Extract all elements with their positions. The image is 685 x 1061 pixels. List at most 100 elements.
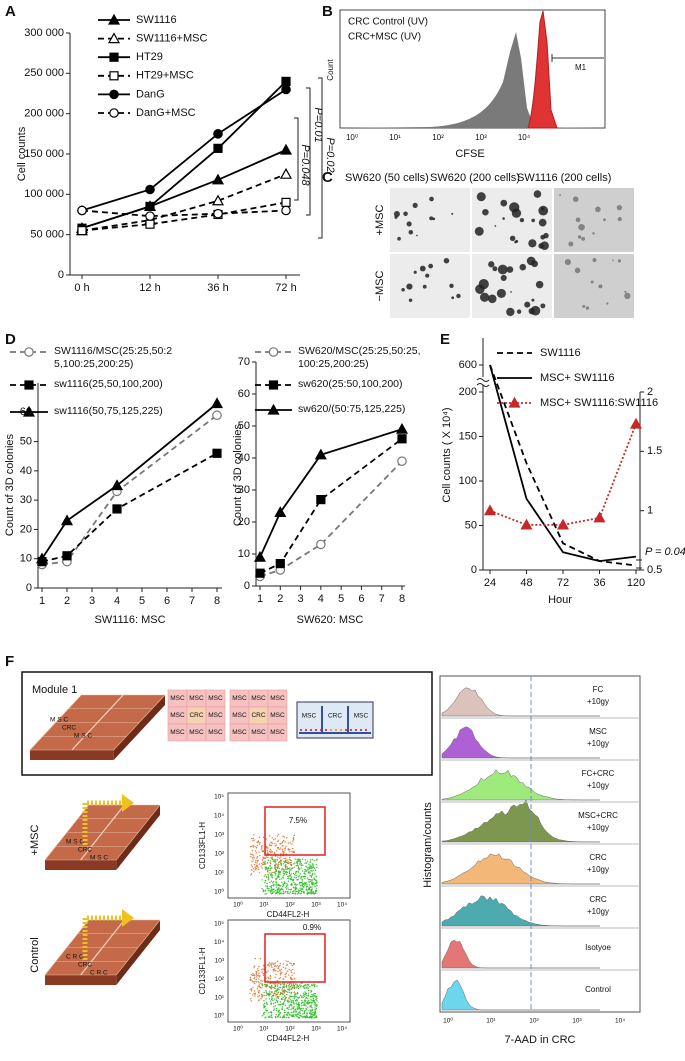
event-dot xyxy=(295,987,298,989)
colony xyxy=(564,259,571,266)
plate-divider xyxy=(80,919,125,976)
event-dot xyxy=(267,976,269,978)
event-dot xyxy=(266,1009,269,1012)
event-dot xyxy=(272,892,274,895)
event-dot xyxy=(316,884,318,887)
event-dot xyxy=(279,976,282,979)
colony xyxy=(592,257,597,263)
event-dot xyxy=(291,850,293,853)
event-dot xyxy=(301,1004,303,1007)
event-dot xyxy=(258,990,260,992)
event-dot xyxy=(308,994,310,997)
event-dot xyxy=(279,1011,281,1013)
event-dot xyxy=(268,998,271,1000)
legend-label-box: sw620(25:50,100,200) xyxy=(298,378,403,390)
dot-plot-frame xyxy=(227,792,351,899)
plate-front xyxy=(45,975,117,985)
event-dot xyxy=(295,999,298,1001)
event-dot xyxy=(297,1008,299,1011)
event-dot xyxy=(276,960,279,963)
bracket xyxy=(306,87,311,216)
event-dot xyxy=(289,868,291,871)
event-dot xyxy=(301,858,304,860)
colony xyxy=(574,267,581,274)
colony xyxy=(429,216,434,221)
bracket xyxy=(294,117,299,201)
y-tick-label: 200 000 xyxy=(24,108,64,120)
event-dot xyxy=(298,890,300,893)
event-dot xyxy=(312,881,314,884)
event-dot xyxy=(278,867,281,870)
event-dot xyxy=(279,892,282,894)
colony xyxy=(515,239,519,243)
event-dot xyxy=(281,845,283,847)
marker xyxy=(593,511,606,523)
event-dot xyxy=(253,839,255,841)
colony xyxy=(497,264,508,275)
grid-cell-label: MSC xyxy=(170,695,185,702)
event-dot xyxy=(273,1008,276,1010)
event-dot xyxy=(299,859,301,861)
colony xyxy=(476,192,486,202)
event-dot xyxy=(254,845,256,848)
event-dot xyxy=(262,890,265,892)
event-dot xyxy=(275,893,277,895)
event-dot xyxy=(283,991,286,993)
event-dot xyxy=(293,997,296,1000)
event-dot xyxy=(268,962,270,964)
y-tick-label: 150 xyxy=(459,430,477,442)
y-tick-label: 0 xyxy=(26,582,32,594)
event-dot xyxy=(263,999,265,1002)
event-dot xyxy=(276,866,279,869)
marker xyxy=(212,410,222,421)
event-dot xyxy=(288,871,291,873)
event-dot xyxy=(274,962,277,964)
event-dot xyxy=(271,837,273,839)
event-dot xyxy=(308,891,310,893)
event-dot xyxy=(311,863,314,865)
event-dot xyxy=(288,877,290,879)
marker xyxy=(397,434,407,444)
event-dot xyxy=(294,1009,296,1011)
event-dot xyxy=(255,981,258,983)
event-dot xyxy=(275,886,278,888)
event-dot xyxy=(276,1000,278,1002)
marker xyxy=(112,504,122,514)
event-dot xyxy=(293,850,295,853)
event-dot xyxy=(258,986,261,988)
event-dot xyxy=(267,847,269,849)
event-dot xyxy=(285,888,288,890)
event-dot xyxy=(261,995,263,997)
grid-cell-label: MSC xyxy=(270,695,285,702)
event-dot xyxy=(290,976,292,978)
y-tick-label: 50 000 xyxy=(30,229,64,241)
event-dot xyxy=(290,969,292,972)
colony xyxy=(492,266,498,272)
event-dot xyxy=(290,978,293,981)
event-dot xyxy=(288,974,290,976)
event-dot xyxy=(307,989,310,992)
event-dot xyxy=(250,874,252,876)
event-dot xyxy=(290,988,293,990)
event-dot xyxy=(266,882,268,885)
event-dot xyxy=(288,875,290,877)
event-dot xyxy=(276,863,278,865)
event-dot xyxy=(257,866,259,869)
event-dot xyxy=(254,850,257,852)
event-dot xyxy=(310,991,312,993)
plate-label: M S C xyxy=(90,855,108,862)
event-dot xyxy=(315,1015,318,1017)
colony xyxy=(509,235,516,242)
event-dot xyxy=(279,873,281,875)
legend-label: SW620/MSC(25:25,50:25,100:25,200:25) xyxy=(298,345,421,370)
grid-cell-label: MSC xyxy=(208,712,223,719)
y-tick-label: 300 000 xyxy=(24,27,64,39)
event-dot xyxy=(287,991,289,993)
event-dot xyxy=(255,978,257,981)
event-dot xyxy=(257,970,259,972)
event-dot xyxy=(264,863,266,865)
event-dot xyxy=(315,1016,318,1019)
colony xyxy=(406,221,412,227)
event-dot xyxy=(314,869,317,872)
legend-label: HT29+MSC xyxy=(136,70,194,82)
